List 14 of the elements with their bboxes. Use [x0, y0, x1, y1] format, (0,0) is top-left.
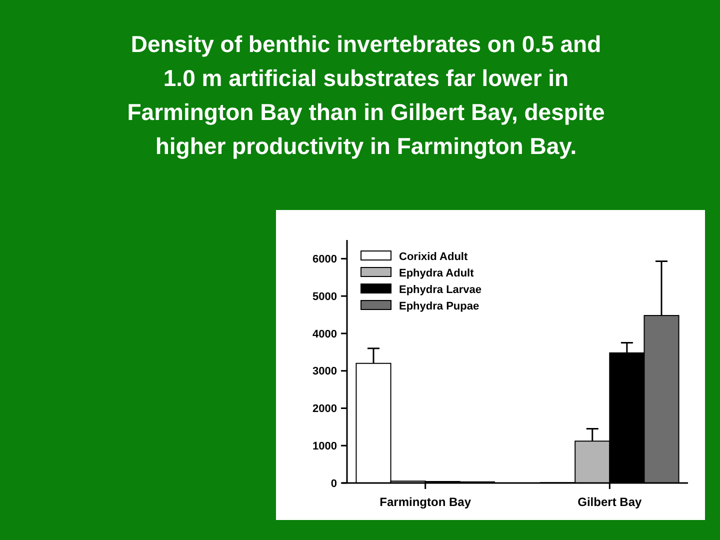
x-tick-label: Gilbert Bay — [578, 495, 642, 509]
legend-label: Ephydra Adult — [399, 267, 474, 280]
y-tick-label: 0 — [330, 478, 337, 490]
y-tick-label: 4000 — [312, 328, 337, 340]
y-tick-label: 1000 — [312, 440, 337, 452]
legend-label: Ephydra Pupae — [399, 300, 480, 312]
chart-title: Density of benthic invertebrates on 0.5 and 1.0 m artificial substrates far lower in Farmington Bay than in Gilbert Bay, despite higher productivity in Farmington Bay. — [127, 31, 605, 159]
x-tick-label: Farmington Bay — [380, 495, 472, 509]
legend-label: Corixid Adult — [399, 250, 468, 263]
y-tick-label: 2000 — [312, 403, 337, 416]
y-tick-label: 3000 — [312, 366, 337, 378]
y-tick-label: 5000 — [312, 290, 337, 303]
legend-label: Ephydra Larvae — [399, 284, 482, 296]
y-tick-label: 6000 — [312, 254, 337, 266]
